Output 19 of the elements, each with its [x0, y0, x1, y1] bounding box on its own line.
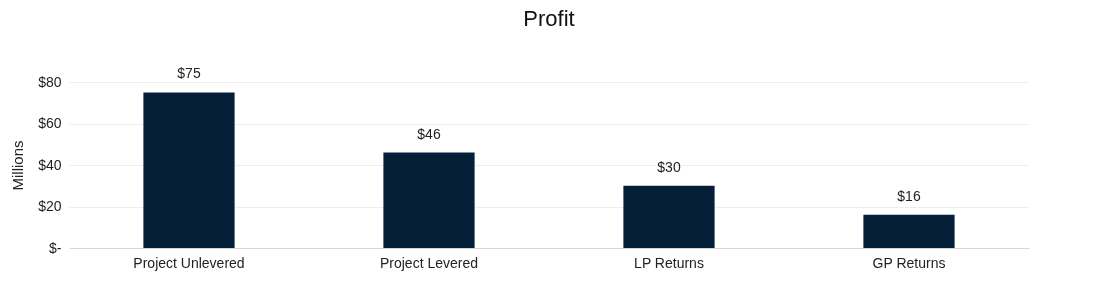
y-tick-label: $20 — [38, 198, 62, 214]
x-tick-label: LP Returns — [634, 254, 704, 271]
chart-title: Profit — [523, 6, 575, 32]
data-label: $16 — [897, 187, 921, 204]
y-axis-title: Millions — [9, 140, 27, 191]
x-tick-label: Project Unlevered — [133, 254, 245, 271]
y-tick-label: $- — [49, 239, 62, 256]
bar — [383, 152, 475, 248]
data-label: $75 — [177, 65, 201, 82]
x-tick-label: GP Returns — [872, 254, 946, 271]
y-tick-label: $60 — [38, 115, 62, 131]
bar — [863, 214, 955, 248]
y-tick-label: $40 — [38, 156, 62, 173]
bar — [623, 185, 715, 248]
y-tick-label: $80 — [38, 73, 62, 90]
data-label: $30 — [657, 158, 681, 175]
x-tick-label: Project Levered — [379, 254, 479, 271]
data-label: $46 — [417, 125, 441, 142]
bar — [143, 92, 235, 248]
